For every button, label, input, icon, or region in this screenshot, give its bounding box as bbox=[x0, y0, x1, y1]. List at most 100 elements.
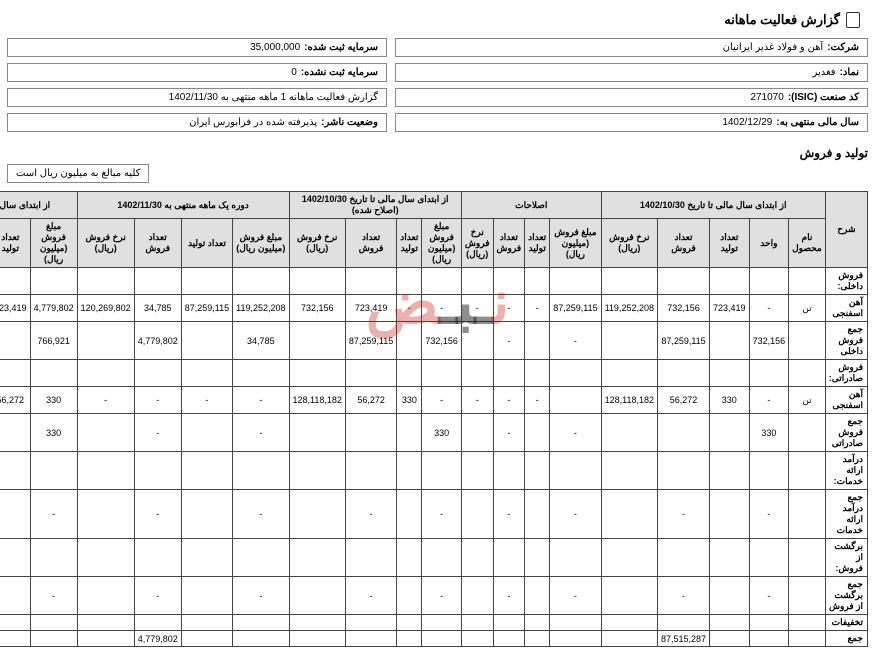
empty-cell bbox=[750, 539, 790, 577]
empty-cell bbox=[462, 615, 494, 631]
empty-cell bbox=[31, 539, 78, 577]
empty-cell bbox=[0, 539, 31, 577]
data-cell bbox=[346, 414, 397, 452]
data-cell bbox=[790, 322, 827, 360]
data-cell bbox=[658, 414, 710, 452]
empty-cell bbox=[234, 615, 290, 631]
data-cell: 56,272 bbox=[346, 387, 397, 414]
data-cell bbox=[398, 631, 423, 647]
data-cell: - bbox=[658, 577, 710, 615]
symbol-label: نماد: bbox=[841, 67, 860, 78]
report-box: گزارش فعالیت ماهانه 1 ماهه منتهی به 1402… bbox=[8, 88, 388, 107]
data-cell: - bbox=[494, 414, 526, 452]
data-cell bbox=[0, 631, 31, 647]
data-cell: - bbox=[346, 490, 397, 539]
col-prod: تعداد تولید bbox=[711, 219, 751, 268]
empty-cell bbox=[602, 268, 658, 295]
data-cell: 87,259,115 bbox=[658, 322, 710, 360]
data-cell: 119,252,208 bbox=[602, 295, 658, 322]
empty-cell bbox=[182, 268, 233, 295]
data-cell bbox=[526, 577, 551, 615]
isic-box: کد صنعت (ISIC): 271070 bbox=[396, 88, 869, 107]
data-cell: 723,419 bbox=[346, 295, 397, 322]
data-cell: 732,156 bbox=[423, 322, 463, 360]
data-cell bbox=[790, 490, 827, 539]
row-header: درآمد ارائه خدمات: bbox=[826, 452, 868, 490]
data-cell: - bbox=[423, 387, 463, 414]
data-cell bbox=[182, 414, 233, 452]
empty-cell bbox=[135, 615, 182, 631]
data-cell: 330 bbox=[750, 414, 790, 452]
data-cell bbox=[398, 414, 423, 452]
status-label: وضعیت ناشر: bbox=[322, 117, 379, 128]
empty-cell bbox=[711, 452, 751, 490]
empty-cell bbox=[31, 452, 78, 490]
capital-unreg-label: سرمایه ثبت نشده: bbox=[302, 67, 379, 78]
empty-cell bbox=[346, 268, 397, 295]
empty-cell bbox=[790, 452, 827, 490]
company-label: شرکت: bbox=[828, 42, 860, 53]
empty-cell bbox=[234, 360, 290, 387]
data-cell: - bbox=[31, 490, 78, 539]
data-cell bbox=[526, 322, 551, 360]
empty-cell bbox=[78, 452, 135, 490]
data-cell: - bbox=[78, 387, 135, 414]
col-sharh: شرح bbox=[826, 192, 868, 268]
empty-cell bbox=[750, 360, 790, 387]
data-cell: - bbox=[494, 387, 526, 414]
data-cell bbox=[398, 490, 423, 539]
data-cell bbox=[182, 490, 233, 539]
empty-cell bbox=[602, 452, 658, 490]
data-cell bbox=[0, 490, 31, 539]
row-label: جمع فروش داخلی bbox=[826, 322, 868, 360]
data-cell bbox=[0, 577, 31, 615]
data-cell bbox=[182, 631, 233, 647]
row-header: فروش صادراتی: bbox=[826, 360, 868, 387]
empty-cell bbox=[658, 539, 710, 577]
empty-cell bbox=[78, 360, 135, 387]
empty-cell bbox=[135, 360, 182, 387]
data-cell bbox=[290, 490, 346, 539]
empty-cell bbox=[346, 539, 397, 577]
data-cell: 4,779,802 bbox=[31, 295, 78, 322]
data-cell: 330 bbox=[31, 387, 78, 414]
empty-cell bbox=[182, 360, 233, 387]
data-cell: - bbox=[234, 577, 290, 615]
col-g5: از ابتدای سال مالی تا تاریخ 1402/11/30 bbox=[0, 192, 78, 219]
empty-cell bbox=[750, 268, 790, 295]
empty-cell bbox=[602, 360, 658, 387]
data-cell: - bbox=[462, 387, 494, 414]
data-cell: 119,252,208 bbox=[234, 295, 290, 322]
status-value: پذیرفته شده در فرابورس ایران bbox=[190, 117, 318, 128]
data-cell bbox=[711, 577, 751, 615]
col-g3: از ابتدای سال مالی تا تاریخ 1402/10/30 (… bbox=[290, 192, 462, 219]
data-cell bbox=[526, 490, 551, 539]
data-cell bbox=[78, 490, 135, 539]
col-g2: اصلاحات bbox=[462, 192, 602, 219]
empty-cell bbox=[423, 539, 463, 577]
empty-cell bbox=[790, 360, 827, 387]
data-cell: 56,272 bbox=[658, 387, 710, 414]
data-cell bbox=[602, 414, 658, 452]
empty-cell bbox=[462, 452, 494, 490]
empty-cell bbox=[31, 268, 78, 295]
section-title: تولید و فروش bbox=[8, 146, 869, 160]
data-cell bbox=[602, 631, 658, 647]
data-cell: - bbox=[494, 577, 526, 615]
row-label: جمع فروش صادراتی bbox=[826, 414, 868, 452]
data-cell: 87,259,115 bbox=[346, 322, 397, 360]
empty-cell bbox=[790, 615, 827, 631]
col-sale3: تعداد فروش bbox=[346, 219, 397, 268]
empty-cell bbox=[423, 268, 463, 295]
col-sale: تعداد فروش bbox=[658, 219, 710, 268]
data-cell: - bbox=[346, 577, 397, 615]
empty-cell bbox=[78, 539, 135, 577]
empty-cell bbox=[494, 452, 526, 490]
data-cell: - bbox=[135, 414, 182, 452]
data-cell: - bbox=[526, 295, 551, 322]
empty-cell bbox=[602, 539, 658, 577]
data-cell: - bbox=[494, 295, 526, 322]
empty-cell bbox=[398, 615, 423, 631]
data-cell bbox=[182, 577, 233, 615]
data-table: شرح از ابتدای سال مالی تا تاریخ 1402/10/… bbox=[0, 191, 869, 647]
